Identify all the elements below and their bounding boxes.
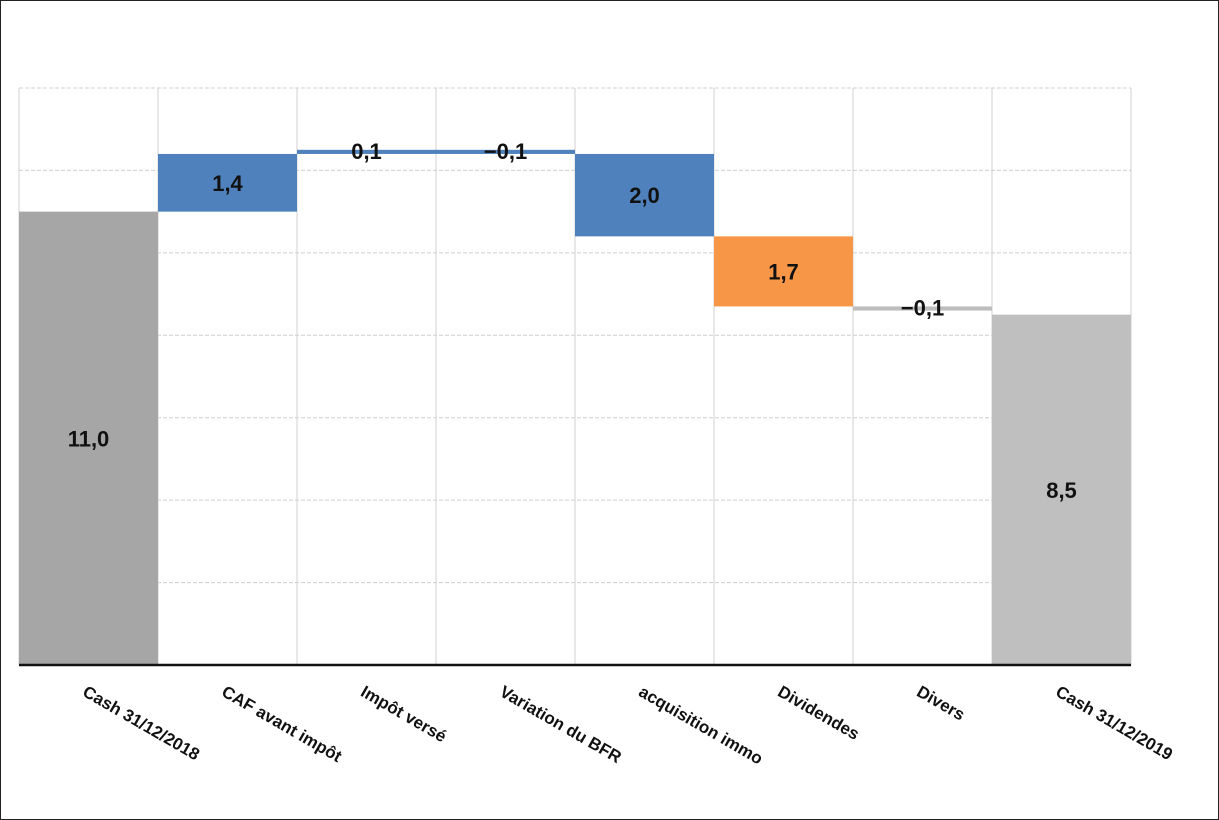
bars-layer xyxy=(19,149,1131,665)
category-tick-label: Cash 31/12/2019 xyxy=(1053,682,1176,764)
data-label: 8,5 xyxy=(1046,478,1077,503)
data-label: 2,0 xyxy=(629,183,660,208)
waterfall-bar xyxy=(158,153,297,212)
waterfall-bar xyxy=(436,149,575,154)
category-tick-label: Dividendes xyxy=(775,682,863,744)
category-tick-label: CAF avant impôt xyxy=(219,682,346,766)
category-labels-layer: Cash 31/12/2018 CAF avant impôt Impôt vers… xyxy=(80,682,1176,768)
data-label: 11,0 xyxy=(68,426,110,451)
waterfall-bar xyxy=(714,236,853,307)
data-label: −0,1 xyxy=(901,295,944,320)
data-label: 0,1 xyxy=(351,139,382,164)
category-tick-label: Variation du BFR xyxy=(497,682,625,767)
data-label: 1,4 xyxy=(212,171,243,196)
waterfall-bar xyxy=(853,306,992,311)
waterfall-bar xyxy=(19,211,158,665)
category-tick-label: Divers xyxy=(914,682,969,724)
category-tick-label: Impôt versé xyxy=(358,682,450,746)
waterfall-bar xyxy=(992,314,1131,665)
data-label: 1,7 xyxy=(768,259,799,284)
category-tick-label: acquisition immo xyxy=(636,682,767,768)
waterfall-bar xyxy=(297,149,436,154)
category-tick-label: Cash 31/12/2018 xyxy=(80,682,203,764)
waterfall-bar xyxy=(575,153,714,237)
value-labels-layer: 11,0 1,4 0,1 −0,1 2,0 1,7 −0,1 8,5 xyxy=(68,139,1077,503)
data-label: −0,1 xyxy=(484,139,527,164)
